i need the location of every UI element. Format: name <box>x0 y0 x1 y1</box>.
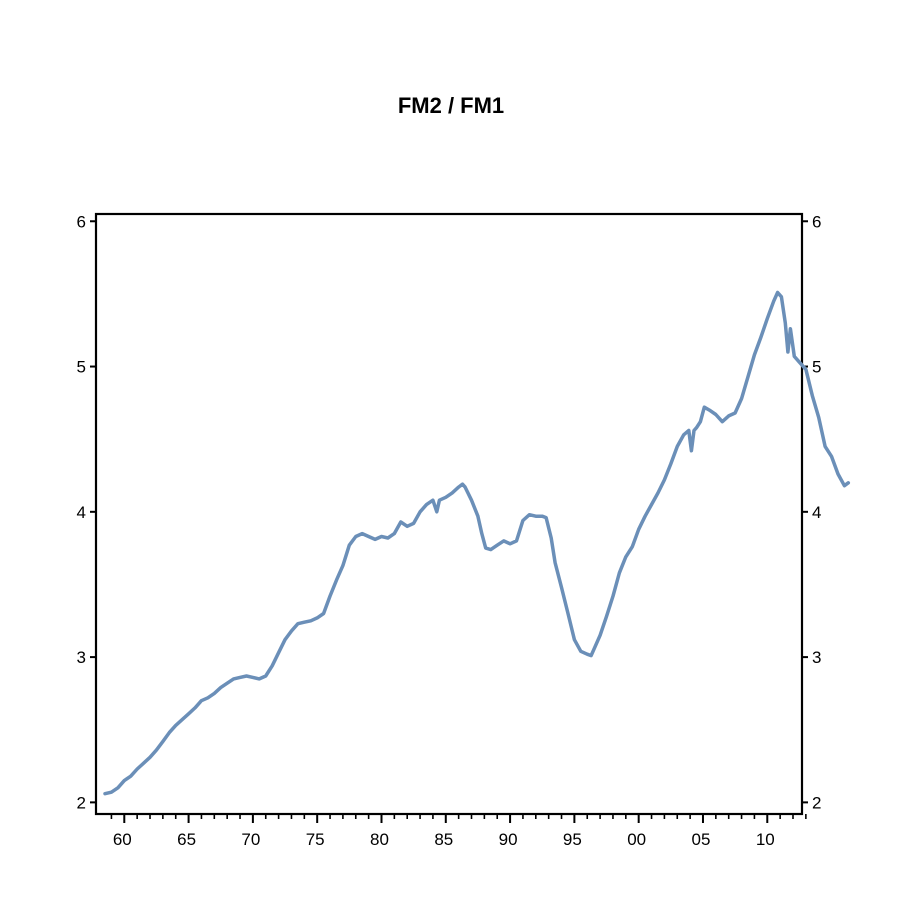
series-line-fm2-fm1 <box>103 290 851 796</box>
x-tick-label: 00 <box>627 830 646 849</box>
x-tick-label: 10 <box>756 830 775 849</box>
x-tick-label: 05 <box>692 830 711 849</box>
series-layer <box>103 290 851 796</box>
chart-title: FM2 / FM1 <box>398 93 504 118</box>
x-tick-label: 65 <box>177 830 196 849</box>
x-tick-label: 60 <box>113 830 132 849</box>
x-tick-label: 80 <box>370 830 389 849</box>
y-tick-label-right: 3 <box>812 648 821 667</box>
x-axis: 60 65 70 75 80 85 90 95 00 05 10 <box>110 814 807 849</box>
x-tick-label: 75 <box>306 830 325 849</box>
y-tick-label-left: 2 <box>77 793 86 812</box>
y-tick-label-left: 3 <box>77 648 86 667</box>
y-tick-label-right: 4 <box>812 503 821 522</box>
y-tick-label-right: 2 <box>812 793 821 812</box>
x-tick-label: 85 <box>434 830 453 849</box>
y-tick-label-left: 6 <box>77 212 86 231</box>
x-tick-label: 90 <box>499 830 518 849</box>
x-tick-label: 70 <box>241 830 260 849</box>
plot-frame <box>94 212 804 816</box>
y-tick-label-right: 6 <box>812 212 821 231</box>
y-tick-label-right: 5 <box>812 358 821 377</box>
x-tick-label: 95 <box>563 830 582 849</box>
y-tick-label-left: 5 <box>77 358 86 377</box>
y-axis-left: 2 3 4 5 6 <box>77 212 96 812</box>
y-tick-label-left: 4 <box>77 503 86 522</box>
